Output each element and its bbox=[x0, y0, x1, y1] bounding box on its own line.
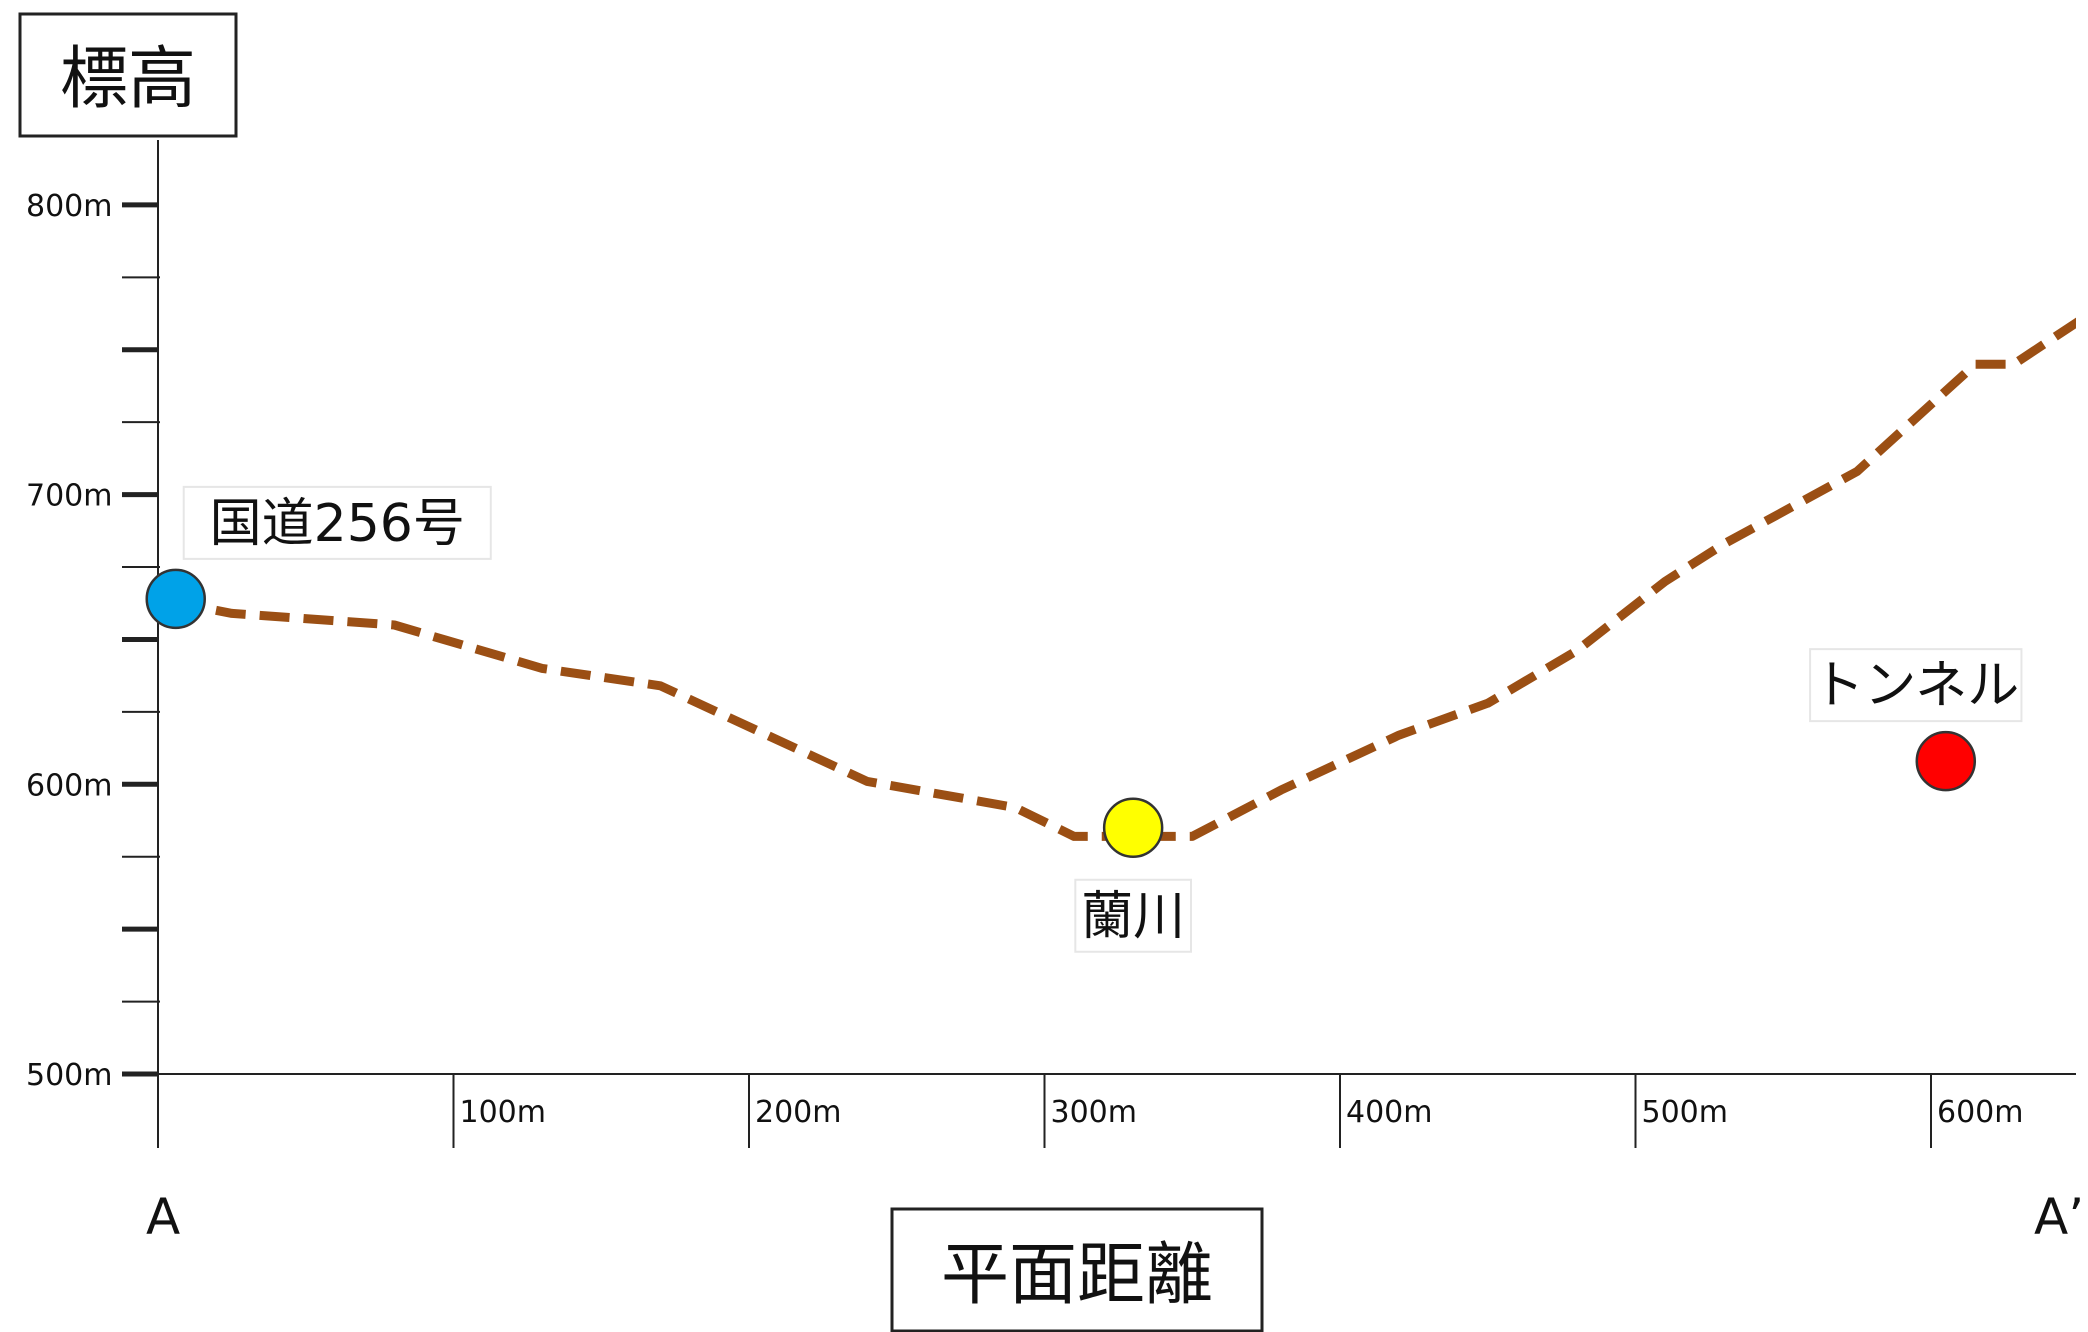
x-axis-title: 平面距離 bbox=[941, 1236, 1213, 1315]
annotation-label-box bbox=[1074, 878, 1192, 953]
annotation-marker bbox=[1915, 730, 1977, 792]
series-layer bbox=[171, 317, 2076, 841]
x-axis-ticks: 100m 200m 300m 400m 500m 600m bbox=[157, 1074, 2023, 1148]
y-axis-title: 標高 bbox=[60, 40, 196, 119]
annotation-label: 蘭川 bbox=[1081, 887, 1185, 947]
annotation-label: トンネル bbox=[1812, 656, 2019, 716]
y-tick-label: 700m bbox=[26, 479, 112, 514]
y-tick-label: 500m bbox=[26, 1058, 112, 1093]
annotation-label-box bbox=[1809, 648, 2023, 723]
x-tick-label: 200m bbox=[755, 1095, 841, 1130]
annotation-point-group: トンネル bbox=[1809, 648, 2023, 792]
annotation-marker bbox=[1102, 797, 1164, 859]
x-axis-title-box bbox=[890, 1207, 1264, 1332]
x-tick-label: 500m bbox=[1642, 1095, 1728, 1130]
annotation-marker bbox=[145, 568, 206, 630]
annotation-label-box bbox=[182, 485, 492, 560]
x-tick-label: 600m bbox=[1937, 1095, 2023, 1130]
annotation-point-group: 蘭川 bbox=[1074, 797, 1192, 953]
elevation-line bbox=[171, 317, 2076, 841]
x-tick-label: 100m bbox=[460, 1095, 546, 1130]
y-axis-ticks: 500m 600m 700m 800m bbox=[26, 189, 160, 1093]
y-tick-label: 600m bbox=[26, 768, 112, 803]
annotation-label: 国道256号 bbox=[210, 494, 465, 554]
y-axis-title-box bbox=[18, 12, 238, 138]
x-tick-label: 400m bbox=[1346, 1095, 1432, 1130]
end-point-label: A’ bbox=[2034, 1188, 2084, 1246]
annotation-point-group: 国道256号 bbox=[145, 485, 492, 630]
x-tick-label: 300m bbox=[1051, 1095, 1137, 1130]
start-point-label: A bbox=[146, 1188, 180, 1246]
y-tick-label: 800m bbox=[26, 189, 112, 224]
